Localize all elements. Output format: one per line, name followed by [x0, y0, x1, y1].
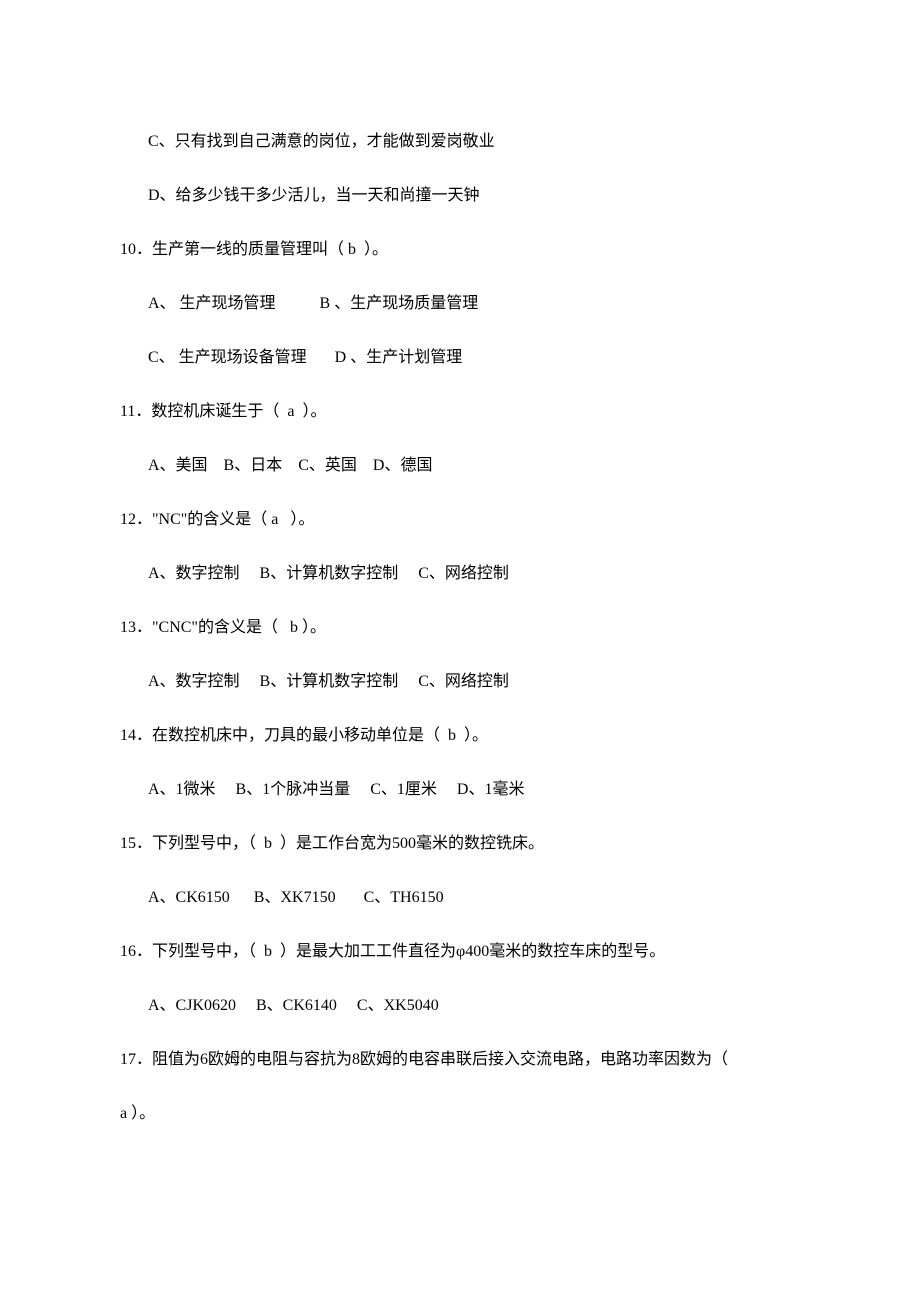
- text-line: A、美国 B、日本 C、英国 D、德国: [120, 454, 800, 478]
- text-line: A、1微米 B、1个脉冲当量 C、1厘米 D、1毫米: [120, 778, 800, 802]
- text-line: C、 生产现场设备管理 D 、生产计划管理: [120, 346, 800, 370]
- document-page: C、只有找到自己满意的岗位，才能做到爱岗敬业 D、给多少钱干多少活儿，当一天和尚撞…: [0, 0, 920, 1256]
- text-line: 12．"NC"的含义是（ a ）。: [120, 508, 800, 532]
- text-line: 14．在数控机床中，刀具的最小移动单位是（ b ）。: [120, 724, 800, 748]
- text-line: 17．阻值为6欧姆的电阻与容抗为8欧姆的电容串联后接入交流电路，电路功率因数为（: [120, 1048, 800, 1072]
- text-line: D、给多少钱干多少活儿，当一天和尚撞一天钟: [120, 184, 800, 208]
- text-line: A、 生产现场管理 B 、生产现场质量管理: [120, 292, 800, 316]
- text-line: 16．下列型号中，（ b ）是最大加工工件直径为φ400毫米的数控车床的型号。: [120, 940, 800, 964]
- text-line: 15．下列型号中，（ b ）是工作台宽为500毫米的数控铣床。: [120, 832, 800, 856]
- text-line: 11．数控机床诞生于（ a ）。: [120, 400, 800, 424]
- text-line: A、数字控制 B、计算机数字控制 C、网络控制: [120, 670, 800, 694]
- text-line: A、CK6150 B、XK7150 C、TH6150: [120, 886, 800, 910]
- text-line: A、数字控制 B、计算机数字控制 C、网络控制: [120, 562, 800, 586]
- text-line: 13．"CNC"的含义是（ b ）。: [120, 616, 800, 640]
- text-line: A、CJK0620 B、CK6140 C、XK5040: [120, 994, 800, 1018]
- text-line: C、只有找到自己满意的岗位，才能做到爱岗敬业: [120, 130, 800, 154]
- text-line: 10．生产第一线的质量管理叫（ b ）。: [120, 238, 800, 262]
- text-line: a ）。: [120, 1102, 800, 1126]
